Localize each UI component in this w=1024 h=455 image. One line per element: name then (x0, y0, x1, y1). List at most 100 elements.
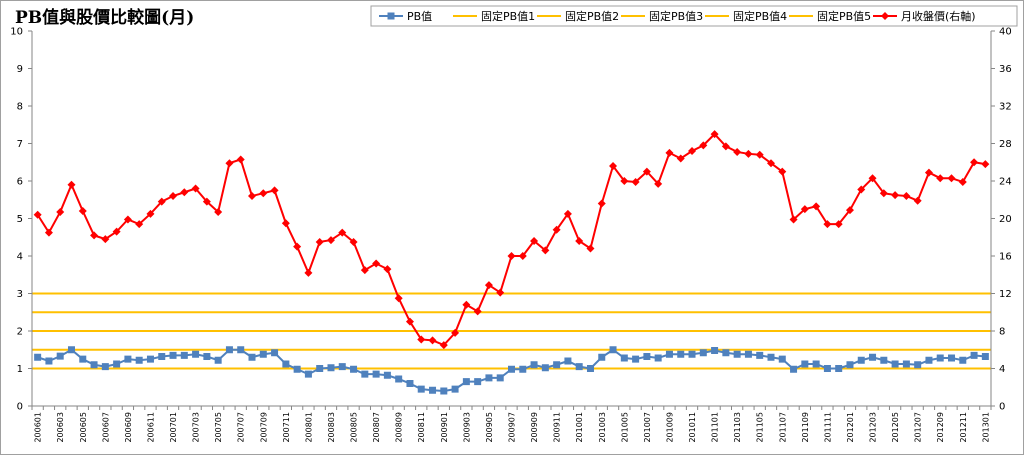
price-marker (733, 147, 742, 156)
price-marker (924, 168, 933, 177)
y-right-tick-label: 32 (999, 102, 1012, 113)
pb-marker (124, 355, 132, 363)
pb-marker (835, 365, 843, 372)
x-tick-label: 201301 (981, 412, 990, 443)
legend-label: PB值 (407, 10, 432, 23)
pb-marker (846, 361, 854, 369)
x-tick-label: 200707 (237, 412, 246, 443)
x-tick-label: 200909 (530, 412, 539, 443)
pb-marker (34, 353, 42, 361)
price-marker (202, 197, 211, 206)
price-marker (462, 300, 471, 309)
x-tick-label: 200901 (440, 412, 449, 443)
pb-marker (451, 385, 459, 393)
price-marker (157, 197, 166, 206)
pb-marker (880, 356, 888, 364)
y-left-tick-label: 4 (17, 252, 23, 263)
price-marker (326, 236, 335, 245)
price-marker (812, 202, 821, 211)
price-marker (496, 288, 505, 297)
price-marker (191, 184, 200, 193)
pb-marker (248, 353, 256, 361)
y-right-tick-label: 8 (999, 327, 1005, 338)
price-marker (620, 177, 629, 185)
price-marker (823, 220, 832, 229)
price-marker (688, 147, 697, 155)
pb-marker (914, 361, 922, 369)
pb-marker (327, 364, 335, 372)
price-marker (169, 192, 178, 200)
price-marker (541, 246, 550, 255)
price-marker (112, 227, 121, 236)
y-right-tick-label: 40 (999, 27, 1012, 38)
x-tick-label: 200607 (101, 412, 110, 443)
pb-marker (609, 346, 617, 354)
price-marker (507, 252, 516, 260)
x-tick-label: 200911 (553, 412, 562, 443)
pb-marker (823, 365, 831, 372)
pb-marker (620, 354, 628, 362)
price-marker (270, 186, 279, 195)
price-marker (428, 336, 437, 345)
price-marker (417, 335, 426, 344)
price-marker (248, 192, 257, 200)
y-left-tick-label: 8 (17, 102, 23, 113)
y-right-tick-label: 20 (999, 214, 1012, 225)
price-marker (360, 266, 369, 275)
pb-marker (902, 360, 910, 368)
price-marker (552, 225, 561, 234)
pb-marker (350, 365, 358, 373)
legend-marker (387, 12, 395, 20)
pb-marker (225, 346, 233, 354)
y-right-tick-label: 24 (999, 177, 1012, 188)
price-marker (123, 215, 132, 224)
pb-marker (891, 360, 899, 368)
x-tick-label: 200905 (485, 412, 494, 443)
price-marker (755, 150, 764, 159)
y-left-tick-label: 10 (10, 27, 23, 38)
pb-marker (688, 350, 696, 358)
x-tick-label: 201203 (869, 412, 878, 443)
price-marker (349, 237, 358, 246)
price-marker (484, 281, 493, 290)
y-left-tick-label: 1 (17, 364, 23, 375)
pb-marker (508, 365, 515, 373)
price-marker (744, 149, 753, 158)
pb-marker (496, 374, 504, 382)
pb-marker (158, 353, 166, 360)
x-tick-label: 200701 (169, 412, 178, 443)
pb-marker (981, 353, 989, 360)
pb-marker (395, 375, 403, 383)
price-marker (101, 235, 110, 244)
legend-label: 固定PB值4 (733, 9, 787, 23)
y-left-tick-label: 6 (17, 177, 23, 188)
y-left-tick-label: 9 (17, 64, 23, 75)
pb-marker (214, 356, 222, 364)
pb-marker (598, 353, 606, 361)
y-right-tick-label: 28 (999, 139, 1012, 150)
x-tick-label: 200605 (79, 412, 88, 443)
y-left-tick-label: 5 (17, 214, 23, 225)
pb-marker (756, 351, 764, 359)
y-left-tick-label: 2 (17, 327, 23, 338)
x-tick-label: 200611 (146, 412, 155, 443)
pb-marker (857, 356, 865, 364)
pb-marker (778, 355, 786, 363)
price-marker (394, 294, 403, 303)
pb-marker (237, 346, 245, 354)
pb-marker (113, 360, 121, 368)
x-tick-label: 201207 (914, 412, 923, 443)
pb-marker (722, 349, 730, 357)
legend-box (370, 5, 1018, 27)
legend-label: 固定PB值2 (565, 9, 619, 23)
pb-marker (282, 360, 290, 368)
price-marker (958, 177, 967, 186)
pb-marker (135, 356, 143, 364)
price-marker (575, 237, 584, 245)
y-right-tick-label: 36 (999, 64, 1012, 75)
pb-marker (790, 365, 798, 373)
pb-marker (474, 378, 482, 386)
pb-marker (959, 356, 967, 364)
x-tick-label: 201011 (688, 412, 697, 443)
